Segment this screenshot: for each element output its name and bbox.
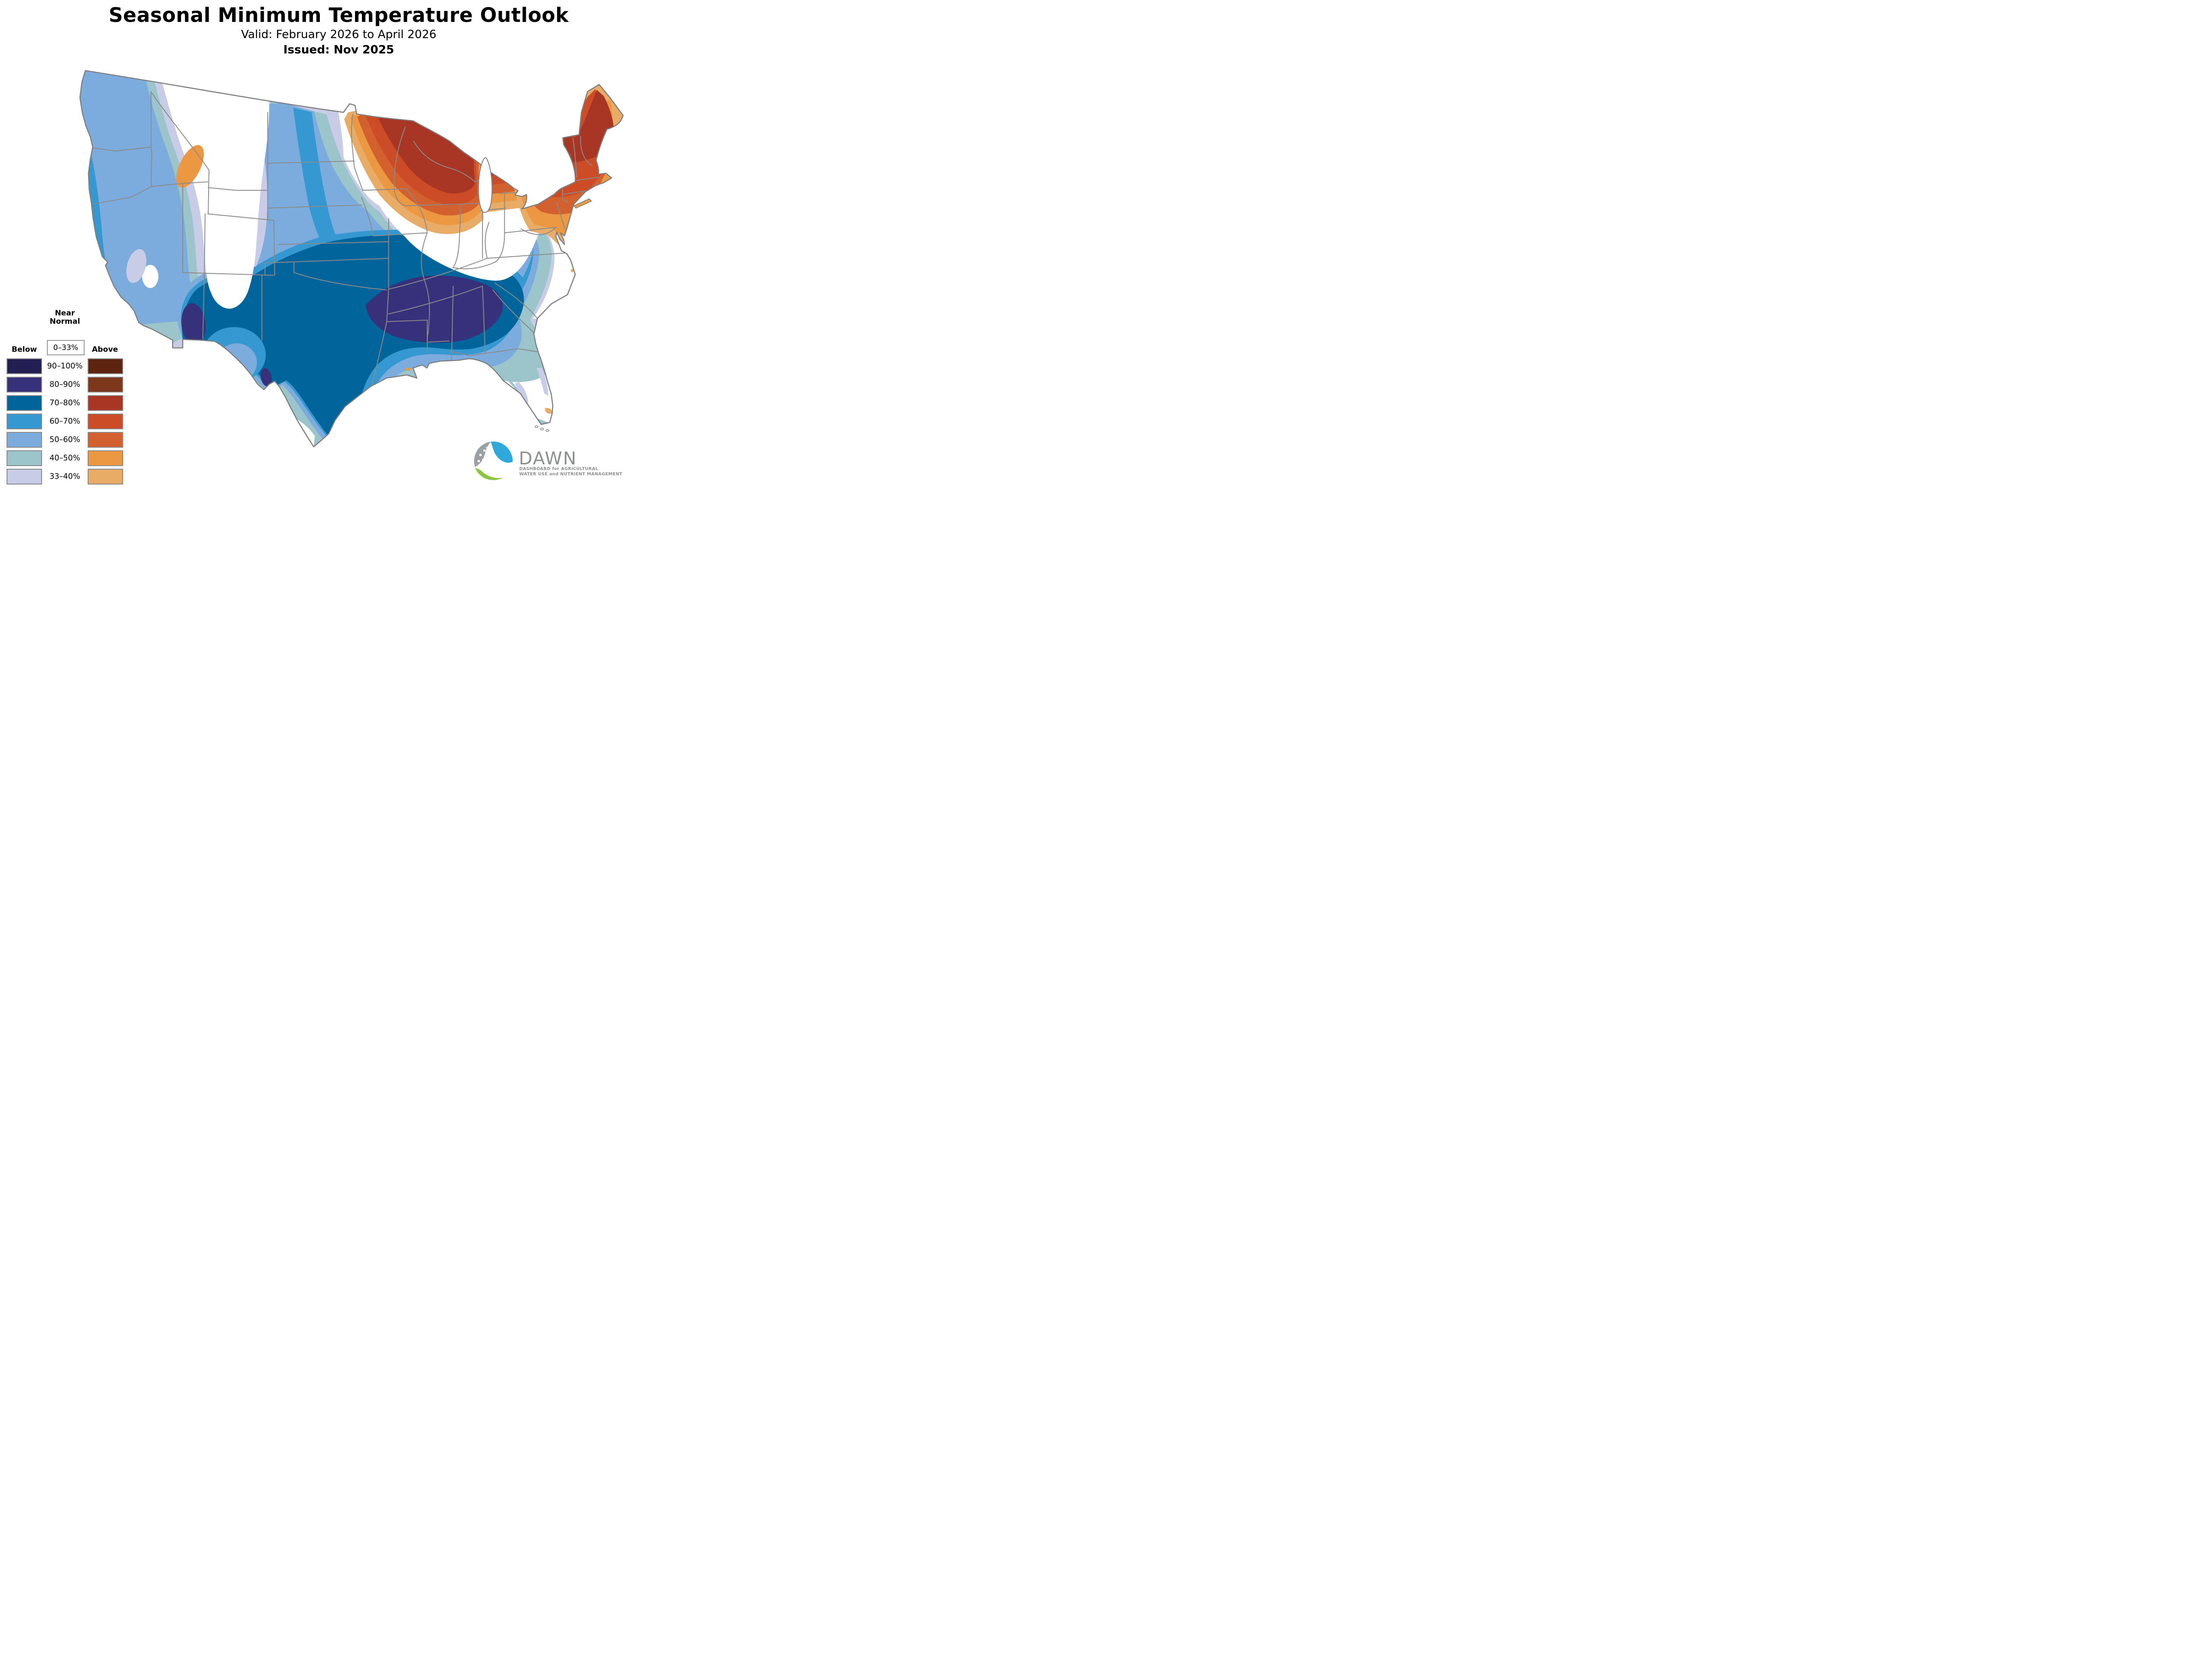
below-swatch-90-100 (7, 358, 42, 374)
region-above-40-50-yellowstone (176, 145, 204, 188)
below-swatch-50-60 (7, 432, 42, 448)
logo-water-drop (491, 441, 513, 463)
legend-row: 80–90% (7, 377, 130, 393)
range-label: 70–80% (50, 399, 80, 407)
region-below-80-90-nm (181, 303, 206, 345)
dawn-tagline-1: DASHBOARD for AGRICULTURAL (519, 467, 599, 471)
issued-date: Issued: Nov 2025 (283, 43, 394, 57)
region-above-33-40-miami (545, 408, 553, 414)
below-swatch-33-40 (7, 469, 42, 485)
near-normal-range-box: 0–33% (47, 340, 85, 355)
florida-keys (535, 425, 550, 432)
legend-row: 33–40% (7, 469, 130, 485)
below-swatch-80-90 (7, 377, 42, 393)
above-swatch-33-40 (88, 469, 123, 485)
above-swatch-70-80 (88, 395, 123, 411)
range-label: 40–50% (50, 454, 80, 463)
below-swatch-70-80 (7, 395, 42, 411)
region-below-33-40-fl-tongue (515, 382, 528, 405)
legend-row: 50–60% (7, 432, 130, 448)
range-label: 90–100% (47, 362, 83, 371)
long-island (573, 198, 592, 209)
us-outlook-map (79, 70, 624, 448)
page-title: Seasonal Minimum Temperature Outlook (109, 4, 569, 27)
region-below-50-60-west (80, 71, 232, 336)
logo-leaf (475, 468, 503, 480)
range-label: 80–90% (50, 380, 80, 389)
legend-row: 60–70% (7, 414, 130, 429)
region-near-normal-nevada-spot (142, 265, 159, 288)
region-below-33-40-fl-east (536, 368, 548, 396)
dawn-logo-name: DAWN (519, 449, 577, 469)
above-swatch-80-90 (88, 377, 123, 393)
us-outline (79, 70, 624, 448)
dawn-tagline-2: WATER USE and NUTRIENT MANAGEMENT (519, 472, 623, 477)
dawn-logo-icon (474, 441, 513, 481)
legend-row: 40–50% (7, 450, 130, 466)
region-below-60-70-tongue (293, 107, 340, 249)
above-swatch-50-60 (88, 432, 123, 448)
region-above-70-80-ne (530, 90, 614, 163)
below-swatch-40-50 (7, 450, 42, 466)
region-below-80-90-bigbend (260, 368, 272, 387)
region-near-normal-rockies (160, 78, 269, 309)
region-above-speck-nola-1 (405, 368, 411, 371)
region-below-33-40-sierra-pocket (126, 249, 147, 283)
range-label: 60–70% (50, 417, 80, 426)
legend-row: 90–100% (7, 358, 130, 374)
legend-row: 70–80% (7, 395, 130, 411)
region-above-speck-hatteras (571, 269, 574, 272)
outlook-page: { "header": { "title": "Seasonal Minimum… (0, 0, 677, 498)
near-normal-heading: Near Normal (50, 309, 80, 326)
range-label: 33–40% (50, 472, 80, 481)
below-column-label: Below (11, 345, 37, 354)
range-label: 50–60% (50, 435, 80, 444)
region-below-80-90-southeast (365, 276, 503, 343)
region-wtx-core-50-60 (216, 343, 257, 382)
logo-circuit-marks (478, 446, 489, 466)
above-column-label: Above (92, 345, 118, 354)
lake-michigan (478, 157, 493, 213)
state-borders (91, 91, 599, 388)
dawn-logo: DAWN DASHBOARD for AGRICULTURAL WATER US… (472, 439, 673, 487)
above-swatch-90-100 (88, 358, 123, 374)
valid-period: Valid: February 2026 to April 2026 (241, 28, 436, 41)
above-swatch-60-70 (88, 414, 123, 429)
below-swatch-60-70 (7, 414, 42, 429)
region-above-70-80-midwest (376, 111, 475, 194)
above-swatch-40-50 (88, 450, 123, 466)
